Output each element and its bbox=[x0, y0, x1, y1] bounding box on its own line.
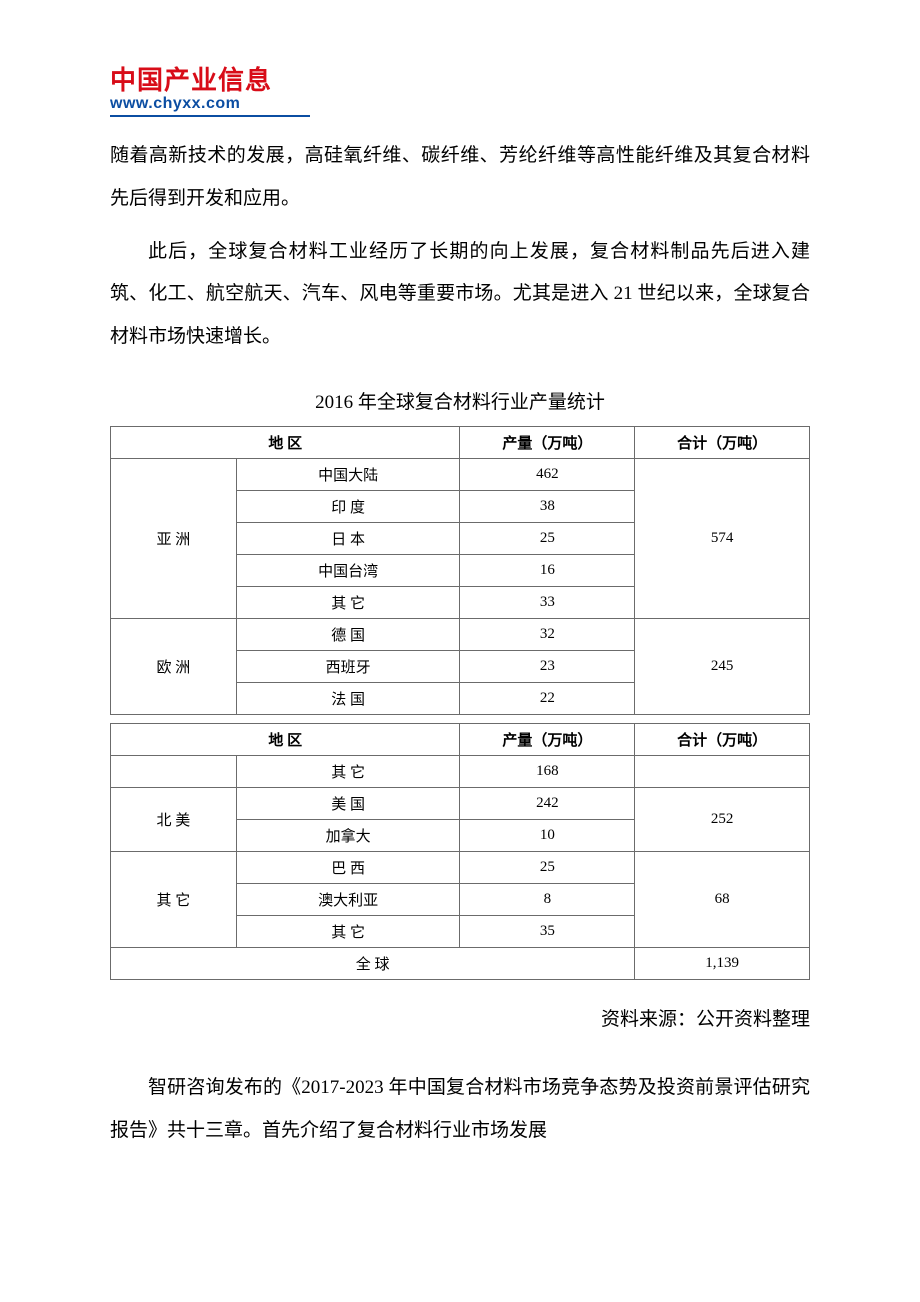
region-other: 其 它 bbox=[111, 851, 237, 947]
country-cell: 印 度 bbox=[236, 490, 460, 522]
total-blank bbox=[635, 755, 810, 787]
body-text-block-1: 随着高新技术的发展，高硅氧纤维、碳纤维、芳纶纤维等高性能纤维及其复合材料先后得到… bbox=[110, 135, 810, 359]
document-page: 中国产业信息 www.chyxx.com 随着高新技术的发展，高硅氧纤维、碳纤维… bbox=[0, 0, 920, 1222]
output-cell: 25 bbox=[460, 522, 635, 554]
output-cell: 25 bbox=[460, 851, 635, 883]
table-header-row: 地 区 产量（万吨） 合计（万吨） bbox=[111, 426, 810, 458]
header-region: 地 区 bbox=[111, 723, 460, 755]
region-blank bbox=[111, 755, 237, 787]
output-cell: 33 bbox=[460, 586, 635, 618]
country-cell: 其 它 bbox=[236, 586, 460, 618]
region-na: 北 美 bbox=[111, 787, 237, 851]
table-header-row: 地 区 产量（万吨） 合计（万吨） bbox=[111, 723, 810, 755]
country-cell: 西班牙 bbox=[236, 650, 460, 682]
output-cell: 32 bbox=[460, 618, 635, 650]
body-text-block-2: 智研咨询发布的《2017-2023 年中国复合材料市场竞争态势及投资前景评估研究… bbox=[110, 1067, 810, 1153]
header-region: 地 区 bbox=[111, 426, 460, 458]
country-cell: 澳大利亚 bbox=[236, 883, 460, 915]
region-europe: 欧 洲 bbox=[111, 618, 237, 714]
region-global: 全 球 bbox=[111, 947, 635, 979]
table-row: 亚 洲 中国大陆 462 574 bbox=[111, 458, 810, 490]
output-cell: 462 bbox=[460, 458, 635, 490]
total-europe: 245 bbox=[635, 618, 810, 714]
output-cell: 23 bbox=[460, 650, 635, 682]
country-cell: 日 本 bbox=[236, 522, 460, 554]
logo-underline bbox=[110, 115, 310, 117]
header-total: 合计（万吨） bbox=[635, 426, 810, 458]
source-line: 资料来源：公开资料整理 bbox=[110, 1004, 810, 1031]
logo-text-cn: 中国产业信息 bbox=[110, 60, 810, 97]
header-total: 合计（万吨） bbox=[635, 723, 810, 755]
paragraph-3: 智研咨询发布的《2017-2023 年中国复合材料市场竞争态势及投资前景评估研究… bbox=[110, 1067, 810, 1153]
country-cell: 德 国 bbox=[236, 618, 460, 650]
region-asia: 亚 洲 bbox=[111, 458, 237, 618]
logo-text-en: www.chyxx.com bbox=[110, 95, 810, 113]
country-cell: 法 国 bbox=[236, 682, 460, 714]
total-other: 68 bbox=[635, 851, 810, 947]
production-table-1: 地 区 产量（万吨） 合计（万吨） 亚 洲 中国大陆 462 574 印 度 3… bbox=[110, 426, 810, 715]
country-cell: 其 它 bbox=[236, 915, 460, 947]
table-row-global: 全 球 1,139 bbox=[111, 947, 810, 979]
output-cell: 22 bbox=[460, 682, 635, 714]
table-row: 欧 洲 德 国 32 245 bbox=[111, 618, 810, 650]
output-cell: 10 bbox=[460, 819, 635, 851]
output-cell: 35 bbox=[460, 915, 635, 947]
header-output: 产量（万吨） bbox=[460, 723, 635, 755]
paragraph-2: 此后，全球复合材料工业经历了长期的向上发展，复合材料制品先后进入建筑、化工、航空… bbox=[110, 231, 810, 359]
country-cell: 中国大陆 bbox=[236, 458, 460, 490]
output-cell: 16 bbox=[460, 554, 635, 586]
total-na: 252 bbox=[635, 787, 810, 851]
total-asia: 574 bbox=[635, 458, 810, 618]
output-cell: 168 bbox=[460, 755, 635, 787]
country-cell: 其 它 bbox=[236, 755, 460, 787]
header-output: 产量（万吨） bbox=[460, 426, 635, 458]
paragraph-1: 随着高新技术的发展，高硅氧纤维、碳纤维、芳纶纤维等高性能纤维及其复合材料先后得到… bbox=[110, 135, 810, 221]
production-table-2: 地 区 产量（万吨） 合计（万吨） 其 它 168 北 美 美 国 242 25… bbox=[110, 723, 810, 980]
table-row: 其 它 168 bbox=[111, 755, 810, 787]
country-cell: 巴 西 bbox=[236, 851, 460, 883]
table-title: 2016 年全球复合材料行业产量统计 bbox=[110, 387, 810, 414]
output-cell: 38 bbox=[460, 490, 635, 522]
table-row: 其 它 巴 西 25 68 bbox=[111, 851, 810, 883]
logo-block: 中国产业信息 www.chyxx.com bbox=[110, 60, 810, 117]
total-global: 1,139 bbox=[635, 947, 810, 979]
country-cell: 中国台湾 bbox=[236, 554, 460, 586]
country-cell: 加拿大 bbox=[236, 819, 460, 851]
country-cell: 美 国 bbox=[236, 787, 460, 819]
output-cell: 8 bbox=[460, 883, 635, 915]
output-cell: 242 bbox=[460, 787, 635, 819]
table-row: 北 美 美 国 242 252 bbox=[111, 787, 810, 819]
